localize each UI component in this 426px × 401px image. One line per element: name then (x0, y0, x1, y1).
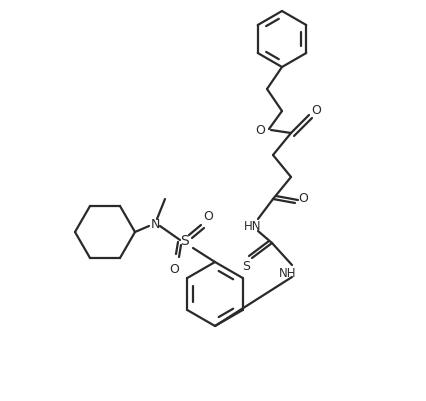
Text: S: S (180, 233, 189, 247)
Text: N: N (150, 218, 159, 231)
Text: S: S (242, 260, 249, 273)
Text: O: O (203, 210, 213, 223)
Text: O: O (254, 124, 264, 137)
Text: NH: NH (279, 267, 296, 280)
Text: O: O (169, 263, 178, 276)
Text: O: O (310, 104, 320, 117)
Text: HN: HN (244, 220, 261, 233)
Text: O: O (297, 192, 307, 205)
